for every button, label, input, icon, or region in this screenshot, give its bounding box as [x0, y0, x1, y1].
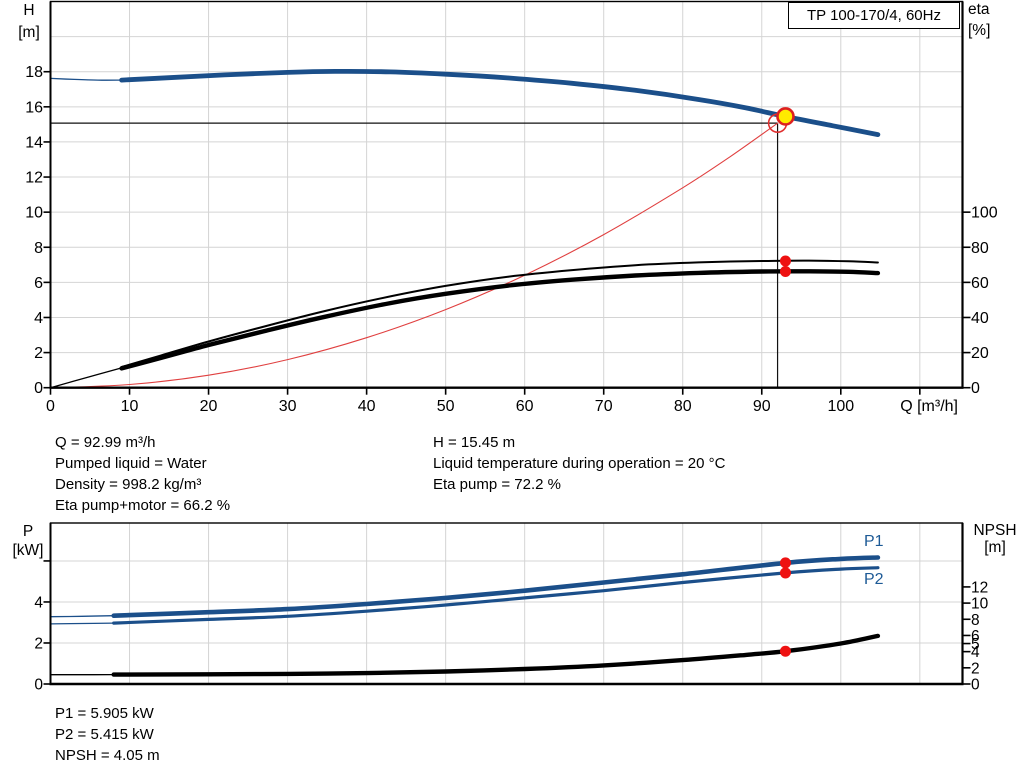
duty-dot-marker — [779, 557, 791, 569]
plot-frame — [49, 0, 964, 389]
curve-eta-pump-motor — [119, 269, 881, 371]
curve-npsh — [111, 633, 881, 677]
curve-p1 — [111, 555, 881, 618]
right-axis-title: [m] — [984, 539, 1006, 556]
left-axis-title: [kW] — [13, 542, 44, 559]
left-tick-label: 0 — [34, 380, 43, 397]
duty-dot-marker — [779, 567, 791, 579]
info-line: NPSH = 4.05 m — [55, 747, 160, 764]
left-tick-label: 4 — [34, 594, 43, 611]
right-tick-label: 6 — [971, 628, 980, 645]
curve-eta-lead — [49, 367, 123, 389]
left-tick-label: 14 — [25, 134, 43, 151]
info-line: Eta pump = 72.2 % — [433, 476, 561, 493]
info-line: Eta pump+motor = 66.2 % — [55, 497, 231, 514]
x-tick-label: 0 — [46, 398, 55, 415]
curve-eta-pump — [120, 259, 879, 368]
duty-point-info-left: Q = 92.99 m³/h Pumped liquid = Water Densi… — [55, 432, 230, 516]
hq-eta-chart: 0 10 20 30 40 50 60 70 80 90 100 Q [m³/h] 0 2 4 6 8 10 12 1… — [18, 0, 998, 415]
info-line: H = 15.45 m — [433, 434, 516, 451]
left-axis-title: [m] — [18, 24, 40, 41]
right-axis-title: [%] — [968, 22, 990, 39]
left-tick-label: 2 — [34, 345, 43, 362]
left-tick-label: 2 — [34, 635, 43, 652]
right-tick-label: 20 — [971, 345, 989, 362]
info-line: P1 = 5.905 kW — [55, 705, 154, 722]
info-line: Pumped liquid = Water — [55, 455, 207, 472]
curve-head — [119, 68, 881, 137]
right-tick-label: 10 — [971, 596, 989, 613]
duty-dot-marker — [779, 265, 791, 277]
x-tick-label: 20 — [200, 398, 218, 415]
x-tick-label: 90 — [753, 398, 771, 415]
info-line: Density = 998.2 kg/m³ — [55, 476, 202, 493]
left-tick-label: 12 — [25, 170, 43, 187]
left-tick-label: 10 — [25, 205, 43, 222]
info-line: Q = 92.99 m³/h — [55, 434, 156, 451]
x-tick-label: 100 — [827, 398, 854, 415]
curve-label-p1: P1 — [864, 533, 884, 550]
curve-head-lead — [49, 77, 123, 81]
left-axis-title: H — [23, 2, 34, 19]
x-tick-label: 80 — [674, 398, 692, 415]
duty-point-info-right: H = 15.45 m Liquid temperature during ope… — [433, 432, 725, 495]
curve-p2-lead — [49, 622, 115, 625]
curve-p1-lead — [49, 615, 115, 618]
right-axis-title: NPSH — [973, 522, 1016, 539]
right-tick-label: 2 — [971, 660, 980, 677]
info-line: P2 = 5.415 kW — [55, 726, 154, 743]
duty-dot-marker — [779, 255, 791, 267]
left-tick-label: 6 — [34, 275, 43, 292]
right-tick-label: 8 — [971, 612, 980, 629]
x-tick-label: 30 — [279, 398, 297, 415]
x-tick-label: 10 — [121, 398, 139, 415]
curve-system-curve — [49, 122, 779, 389]
right-tick-label: 60 — [971, 275, 989, 292]
right-tick-label: 40 — [971, 310, 989, 327]
right-tick-label: 100 — [971, 205, 998, 222]
right-tick-label: 0 — [971, 677, 980, 694]
power-npsh-info: P1 = 5.905 kW P2 = 5.415 kW NPSH = 4.05 m — [55, 703, 160, 766]
right-axis-title: eta — [968, 1, 990, 18]
x-axis-title: Q [m³/h] — [900, 398, 958, 415]
duty-dot-marker — [779, 645, 791, 657]
info-line: Liquid temperature during operation = 20… — [433, 455, 726, 472]
left-tick-label: 16 — [25, 99, 43, 116]
left-tick-label: 8 — [34, 240, 43, 257]
left-tick-label: 0 — [34, 677, 43, 694]
plot-frame — [49, 522, 964, 685]
left-axis-title: P — [23, 523, 33, 540]
pump-model-title: TP 100-170/4, 60Hz — [807, 7, 941, 24]
right-tick-label: 4 — [971, 644, 980, 661]
curve-label-p2: P2 — [864, 571, 884, 588]
x-tick-label: 50 — [437, 398, 455, 415]
x-tick-label: 40 — [358, 398, 376, 415]
right-tick-label: 5 — [971, 636, 980, 653]
right-tick-label: 0 — [971, 380, 980, 397]
x-tick-label: 70 — [595, 398, 613, 415]
right-tick-label: 80 — [971, 240, 989, 257]
x-tick-label: 60 — [516, 398, 534, 415]
left-tick-label: 4 — [34, 310, 43, 327]
left-tick-label: 18 — [25, 64, 43, 81]
actual-duty-marker — [776, 107, 795, 126]
chart-title-box: TP 100-170/4, 60Hz — [788, 2, 960, 29]
right-tick-label: 12 — [971, 579, 988, 596]
